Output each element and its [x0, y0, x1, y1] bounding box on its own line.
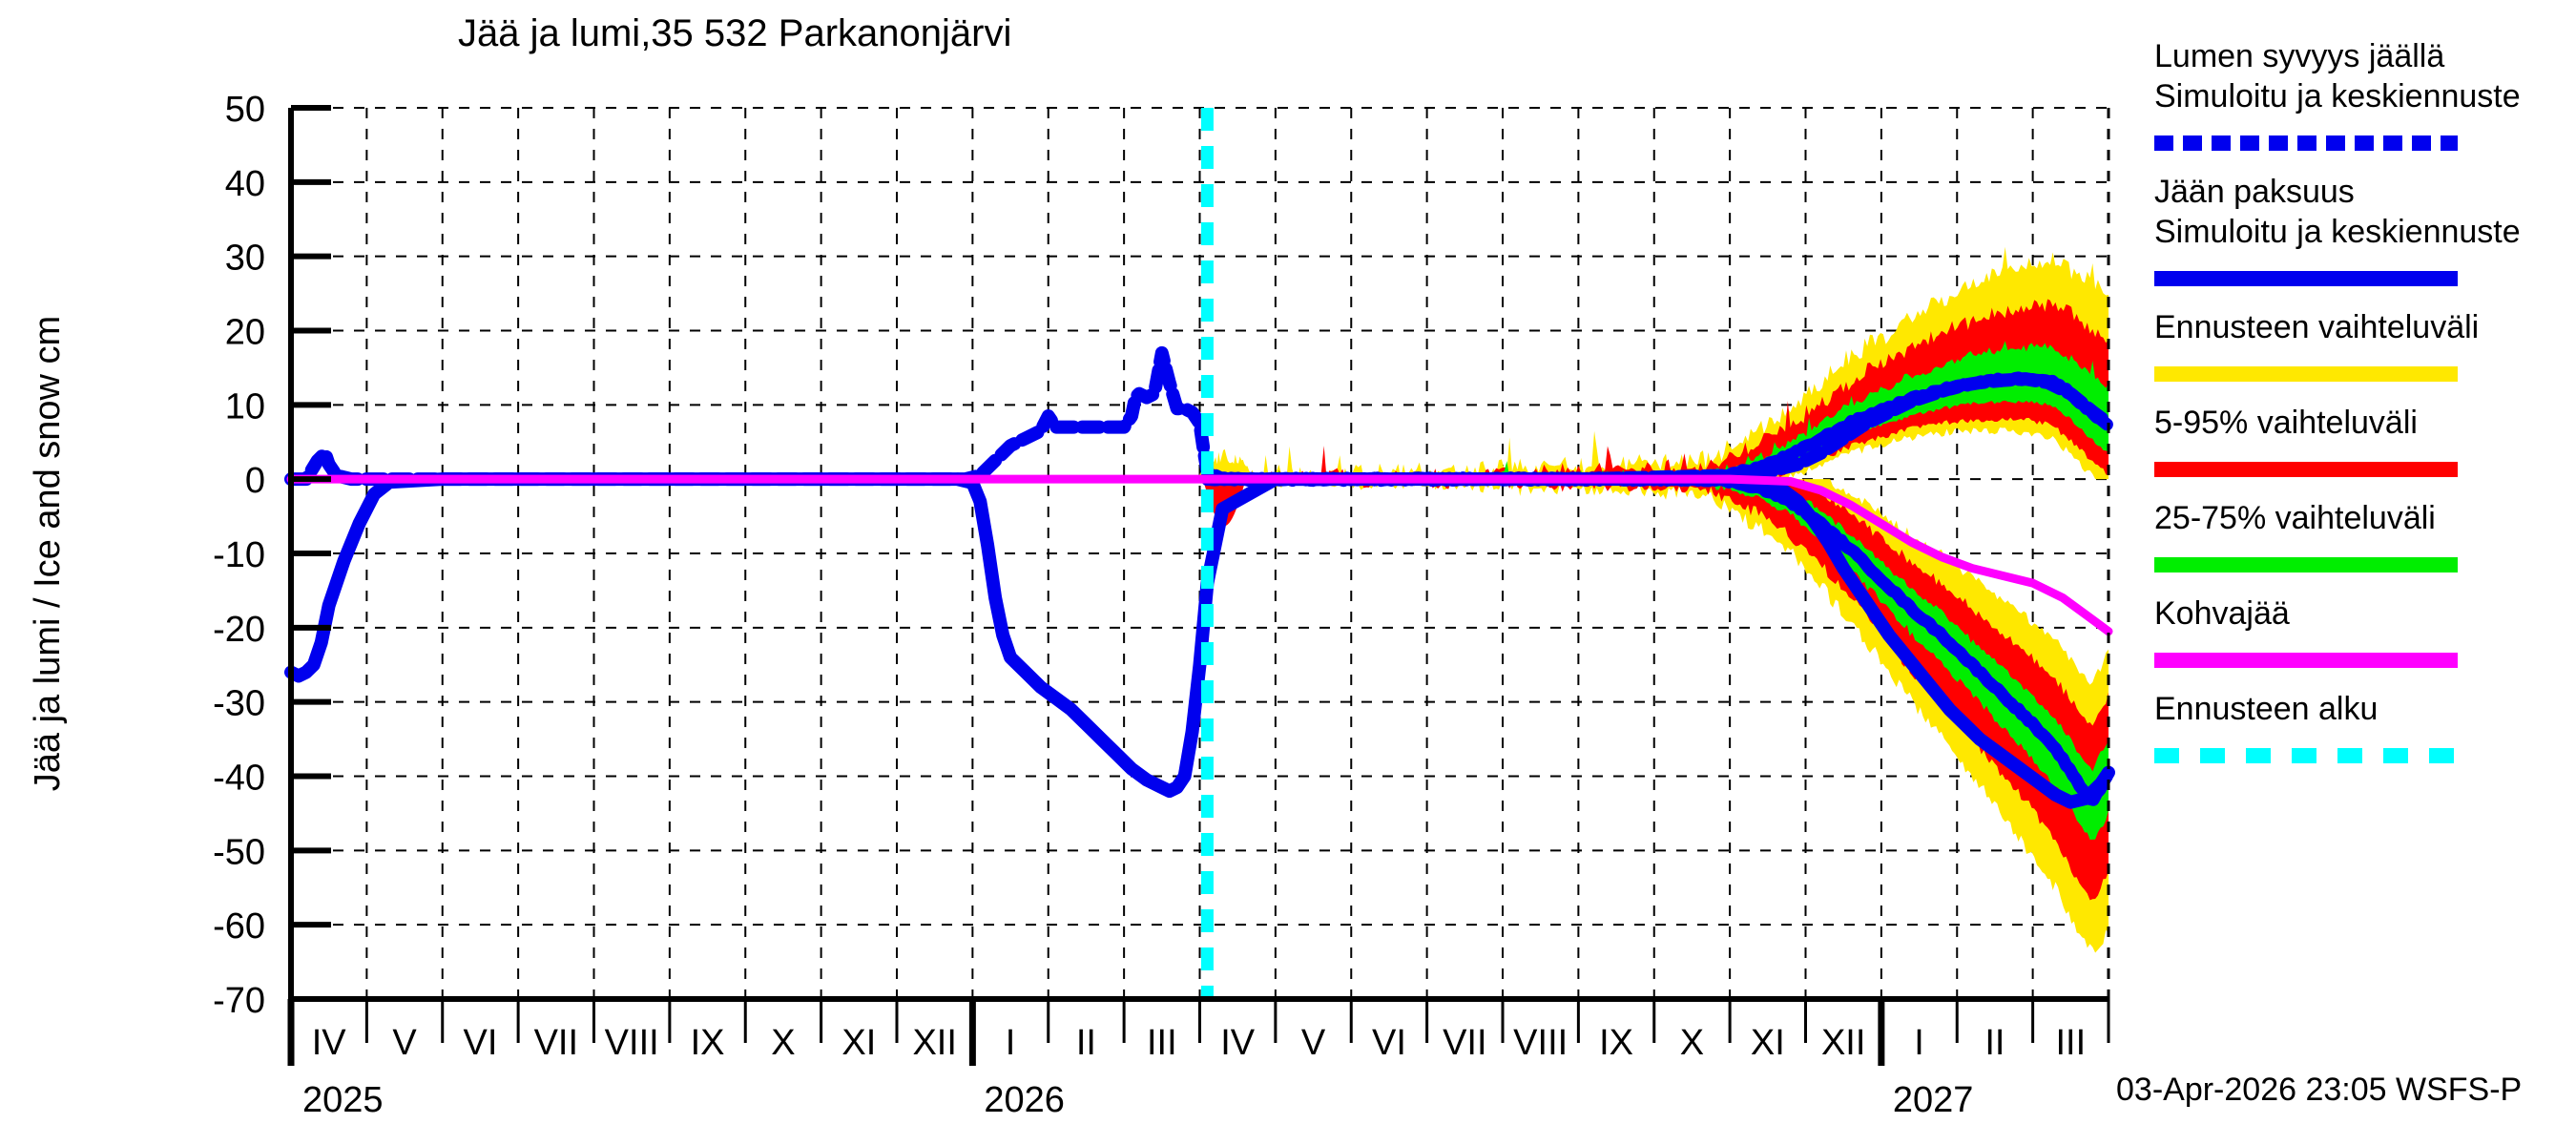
x-month-label: XI: [1751, 1023, 1785, 1063]
x-month-label: I: [1914, 1023, 1924, 1063]
x-month-label: IV: [1220, 1023, 1256, 1063]
band-ice-25-75: [1207, 479, 2109, 841]
x-month-label: VIII: [605, 1023, 659, 1063]
x-year-label: 2027: [1893, 1080, 1974, 1120]
x-month-label: IX: [691, 1023, 725, 1063]
x-month-label: III: [1147, 1023, 1177, 1063]
x-month-label: V: [1301, 1023, 1326, 1063]
legend-label-range-5-95: 5-95% vaihteluväli: [2154, 405, 2418, 441]
x-month-label: I: [1006, 1023, 1016, 1063]
y-axis-label: Jää ja lumi / Ice and snow cm: [28, 316, 68, 791]
y-tick-label: 10: [225, 386, 265, 427]
x-month-label: IV: [312, 1023, 347, 1063]
legend-label-ice-thickness: Simuloitu ja keskiennuste: [2154, 214, 2521, 250]
y-tick-label: -40: [213, 759, 265, 799]
y-tick-label: 40: [225, 164, 265, 204]
y-tick-label: 20: [225, 313, 265, 353]
x-month-label: II: [1984, 1023, 2005, 1063]
y-tick-label: -30: [213, 684, 265, 724]
legend-label-forecast-range: Ennusteen vaihteluväli: [2154, 309, 2479, 345]
x-year-label: 2026: [984, 1080, 1065, 1120]
y-tick-label: -10: [213, 535, 265, 575]
legend-label-snow-depth-on-ice: Lumen syvyys jäällä: [2154, 38, 2444, 74]
legend-label-range-25-75: 25-75% vaihteluväli: [2154, 500, 2436, 536]
legend-label-snow-depth-on-ice: Simuloitu ja keskiennuste: [2154, 78, 2521, 114]
x-month-label: VI: [463, 1023, 497, 1063]
y-tick-label: -20: [213, 610, 265, 650]
x-month-label: XI: [841, 1023, 876, 1063]
slush-ice-line: [286, 474, 2113, 636]
x-month-label: IX: [1599, 1023, 1633, 1063]
x-month-label: VII: [534, 1023, 578, 1063]
x-month-label: VIII: [1513, 1023, 1568, 1063]
y-tick-label: -70: [213, 981, 265, 1021]
legend-label-ice-thickness: Jään paksuus: [2154, 174, 2355, 210]
legend-label-slush-ice: Kohvajää: [2154, 595, 2290, 632]
x-month-label: III: [2055, 1023, 2086, 1063]
x-month-label: II: [1076, 1023, 1096, 1063]
x-month-label: XII: [912, 1023, 956, 1063]
y-tick-label: -60: [213, 906, 265, 947]
y-tick-label: -50: [213, 832, 265, 872]
x-month-label: VI: [1372, 1023, 1406, 1063]
x-month-label: V: [392, 1023, 417, 1063]
x-month-label: X: [1680, 1023, 1704, 1063]
legend-label-forecast-start: Ennusteen alku: [2154, 691, 2378, 727]
y-tick-label: 30: [225, 239, 265, 279]
footer-timestamp: 03-Apr-2026 23:05 WSFS-P: [2116, 1072, 2522, 1108]
x-month-label: X: [771, 1023, 795, 1063]
band-snow-25-75: [1207, 341, 2109, 480]
y-tick-label: 50: [225, 90, 265, 130]
x-year-label: 2025: [302, 1080, 384, 1120]
x-month-label: VII: [1443, 1023, 1486, 1063]
page-title: Jää ja lumi,35 532 Parkanonjärvi: [458, 12, 1011, 54]
y-tick-label: 0: [245, 461, 265, 501]
x-month-label: XII: [1821, 1023, 1865, 1063]
band-snow-5-95: [1207, 299, 2109, 480]
